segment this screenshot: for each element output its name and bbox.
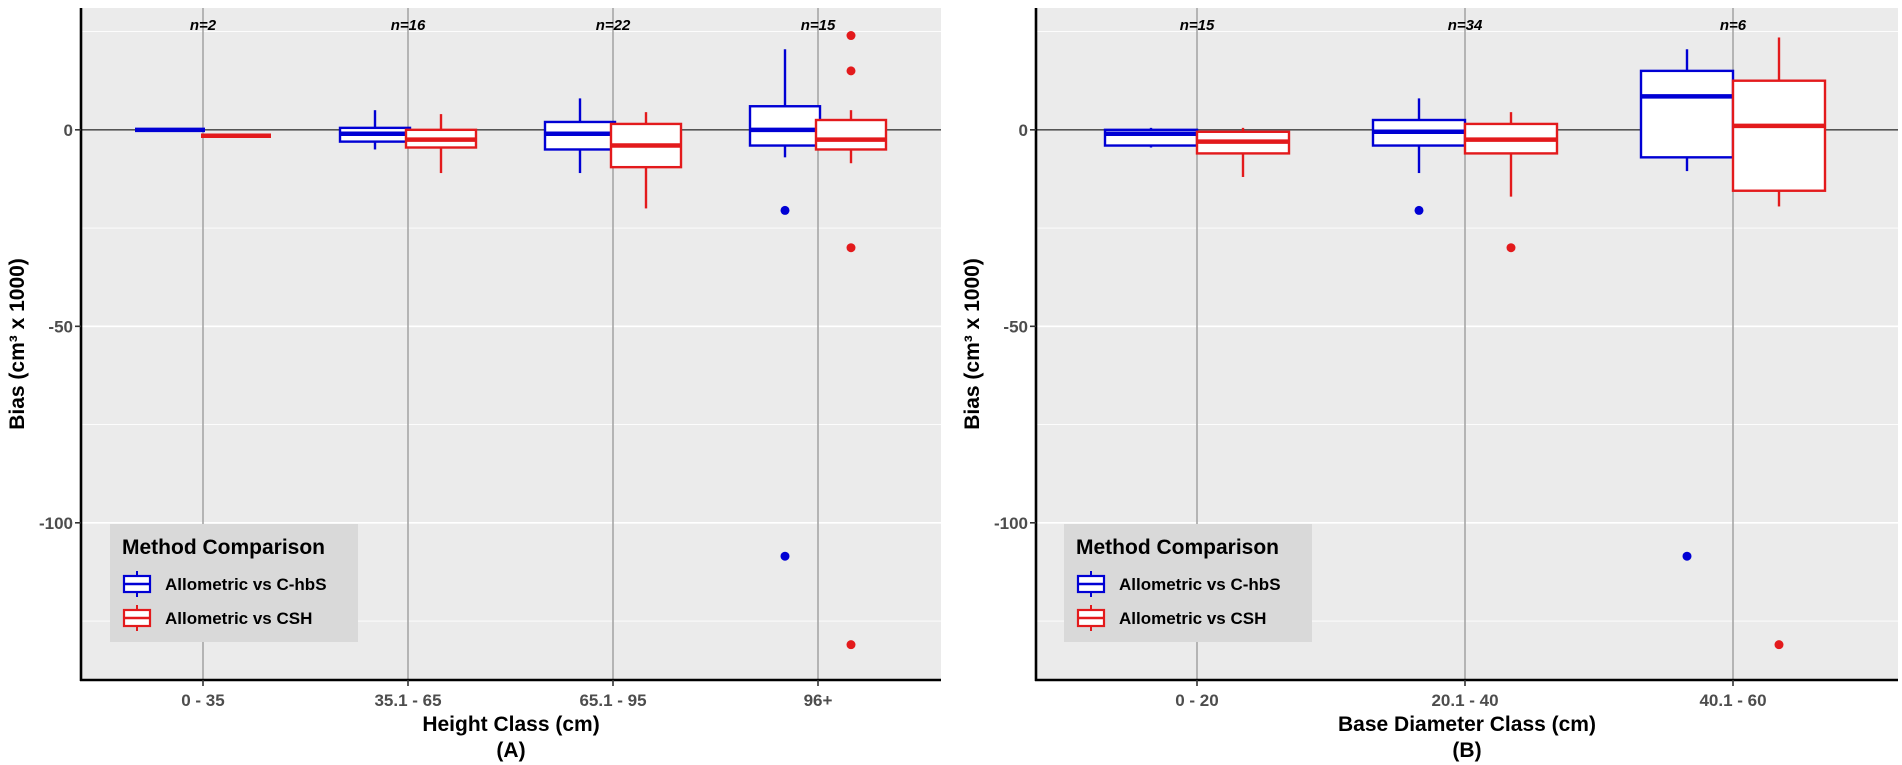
y-tick-labels: 0 -50 -100 bbox=[39, 121, 73, 533]
panel-b: n=15 n=34 n=6 0 -50 -100 0 - 20 20.1 - 40 40.1… bbox=[961, 8, 1898, 762]
panel-a: n=2 n=16 n=22 n=15 0 -50 -100 0 - 35 35.1 - 65… bbox=[6, 8, 941, 762]
n-labels: n=15 n=34 n=6 bbox=[1180, 17, 1747, 34]
n-label: n=16 bbox=[391, 17, 426, 34]
x-tick-label: 40.1 - 60 bbox=[1699, 691, 1766, 710]
n-label: n=22 bbox=[596, 17, 631, 34]
outlier-point bbox=[846, 66, 856, 76]
x-tick-label: 35.1 - 65 bbox=[374, 691, 441, 710]
box bbox=[748, 105, 822, 147]
legend-key bbox=[122, 605, 152, 631]
boxplot bbox=[1731, 37, 1827, 650]
n-label: n=15 bbox=[1180, 17, 1215, 34]
n-label: n=6 bbox=[1720, 17, 1747, 34]
legend-background bbox=[110, 524, 358, 642]
y-tick-label: 0 bbox=[64, 121, 73, 140]
legend-title: Method Comparison bbox=[122, 536, 325, 559]
legend-label: Allometric vs CSH bbox=[1119, 609, 1266, 628]
outlier-point bbox=[1506, 243, 1516, 253]
y-tick-label: -100 bbox=[39, 514, 73, 533]
boxplot bbox=[748, 49, 822, 561]
x-tick-label: 0 - 20 bbox=[1175, 691, 1218, 710]
y-axis-title: Bias (cm³ x 1000) bbox=[961, 258, 984, 430]
x-tick-label: 96+ bbox=[804, 691, 833, 710]
outlier-point bbox=[780, 205, 790, 215]
x-tick-labels: 0 - 20 20.1 - 40 40.1 - 60 bbox=[1175, 691, 1766, 710]
legend-background bbox=[1064, 524, 1312, 642]
x-axis-title: Base Diameter Class (cm) bbox=[1338, 713, 1596, 736]
n-label: n=34 bbox=[1448, 17, 1483, 34]
boxplot bbox=[1195, 127, 1291, 177]
box bbox=[1731, 79, 1827, 192]
y-tick-label: -50 bbox=[1003, 317, 1028, 336]
x-tick-label: 20.1 - 40 bbox=[1431, 691, 1498, 710]
outlier-point bbox=[1774, 640, 1784, 650]
legend: Method Comparison Allometric vs C-hbS Allo… bbox=[110, 524, 358, 642]
legend: Method Comparison Allometric vs C-hbS Allo… bbox=[1064, 524, 1312, 642]
boxplot bbox=[543, 98, 617, 174]
boxplot bbox=[814, 31, 888, 650]
outlier-point bbox=[846, 640, 856, 650]
x-tick-label: 65.1 - 95 bbox=[579, 691, 646, 710]
boxplot bbox=[609, 112, 683, 209]
y-tick-labels: 0 -50 -100 bbox=[994, 121, 1028, 533]
n-labels: n=2 n=16 n=22 n=15 bbox=[190, 17, 836, 34]
x-tick-labels: 0 - 35 35.1 - 65 65.1 - 95 96+ bbox=[181, 691, 832, 710]
y-axis-title: Bias (cm³ x 1000) bbox=[6, 258, 29, 430]
legend-title: Method Comparison bbox=[1076, 536, 1279, 559]
x-tick-label: 0 - 35 bbox=[181, 691, 224, 710]
boxplots bbox=[135, 31, 888, 650]
boxplots bbox=[1103, 37, 1827, 650]
outlier-point bbox=[846, 243, 856, 253]
legend-label: Allometric vs C-hbS bbox=[1119, 575, 1281, 594]
n-label: n=15 bbox=[801, 17, 836, 34]
legend-label: Allometric vs CSH bbox=[165, 609, 312, 628]
panel-label: (A) bbox=[496, 739, 525, 762]
y-tick-label: -50 bbox=[48, 317, 73, 336]
outlier-point bbox=[1682, 551, 1692, 561]
boxplot bbox=[1463, 112, 1559, 253]
outlier-point bbox=[1414, 205, 1424, 215]
panel-label: (B) bbox=[1452, 739, 1481, 762]
y-tick-label: -100 bbox=[994, 514, 1028, 533]
legend-key bbox=[1076, 571, 1106, 597]
outlier-point bbox=[846, 31, 856, 41]
axes bbox=[75, 8, 941, 686]
boxplot bbox=[1103, 127, 1199, 148]
axes bbox=[1030, 8, 1898, 686]
legend-key bbox=[1076, 605, 1106, 631]
box bbox=[814, 118, 888, 151]
legend-label: Allometric vs C-hbS bbox=[165, 575, 327, 594]
boxplot bbox=[404, 114, 478, 174]
box bbox=[1639, 69, 1735, 159]
legend-key bbox=[122, 571, 152, 597]
y-tick-label: 0 bbox=[1019, 121, 1028, 140]
outlier-point bbox=[780, 551, 790, 561]
x-axis-title: Height Class (cm) bbox=[422, 713, 599, 736]
gridlines bbox=[81, 8, 941, 680]
n-label: n=2 bbox=[190, 17, 217, 34]
